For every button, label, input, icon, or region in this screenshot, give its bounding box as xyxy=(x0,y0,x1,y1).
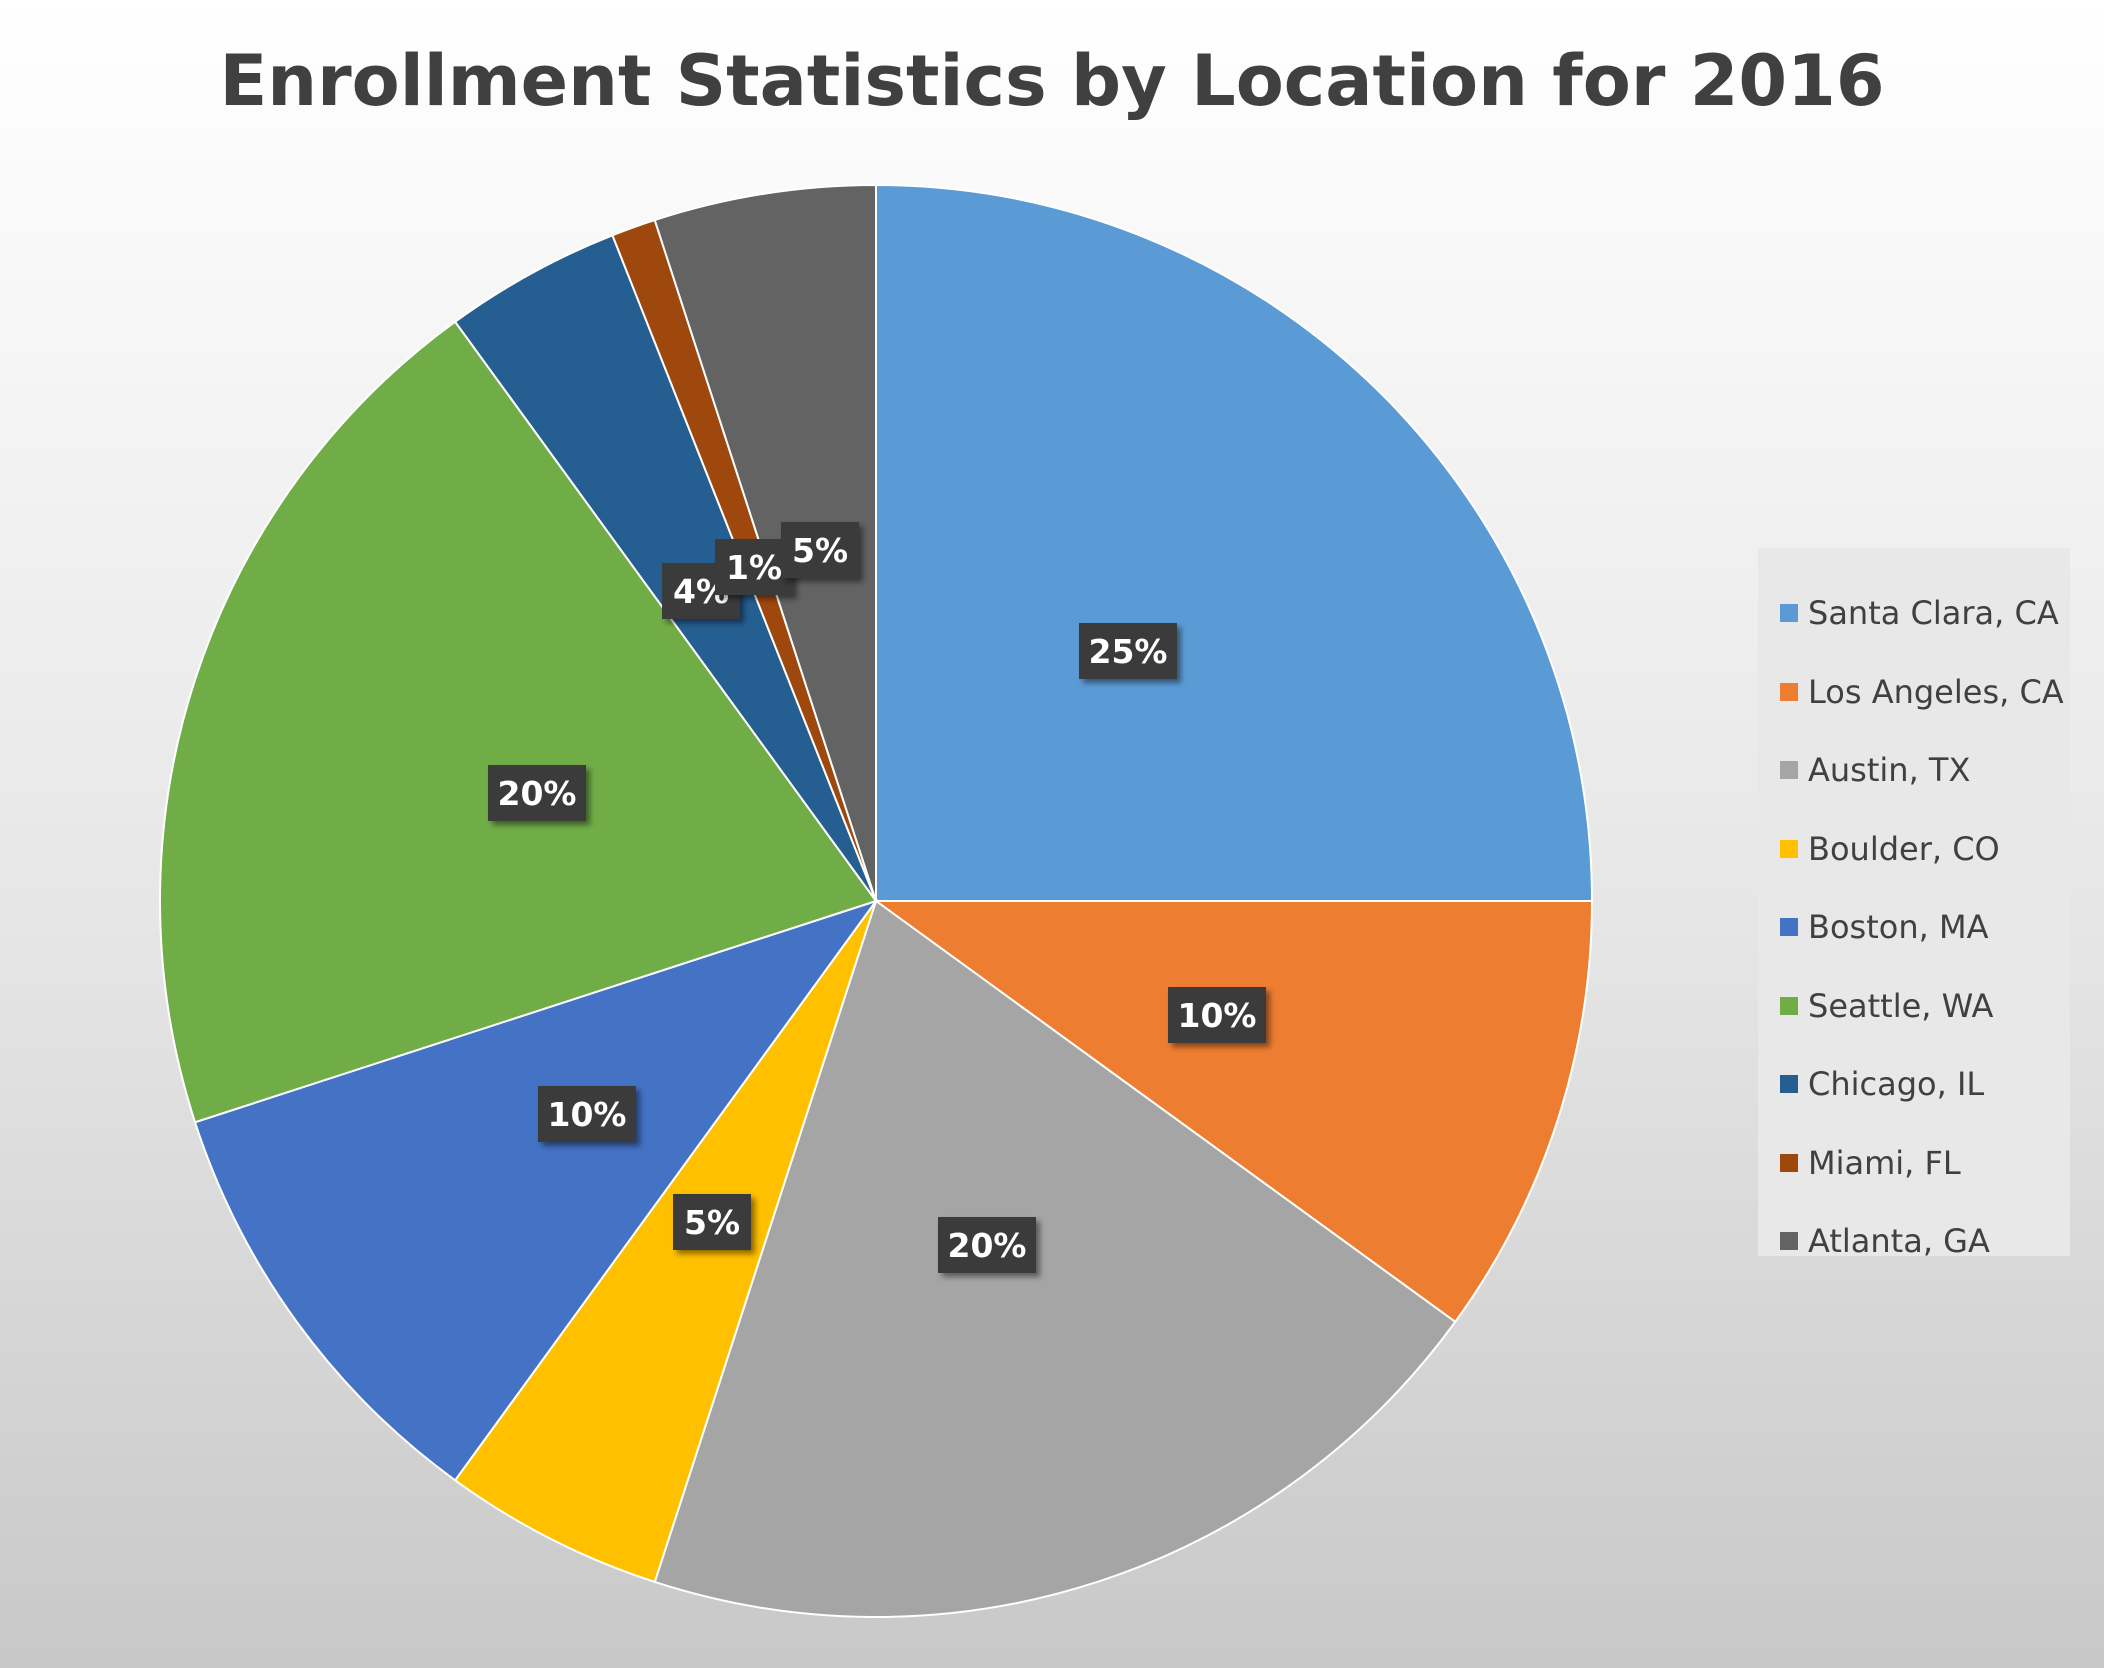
legend-swatch xyxy=(1780,1153,1798,1172)
data-label-text: 20% xyxy=(498,774,577,813)
legend-label: Boston, MA xyxy=(1808,908,1989,947)
pie-slice-boulder-co xyxy=(453,900,877,1584)
legend-swatch xyxy=(1780,682,1798,701)
legend-label: Los Angeles, CA xyxy=(1808,672,2064,711)
legend-item: Austin, TX xyxy=(1758,731,2070,810)
legend-item: Boston, MA xyxy=(1758,888,2070,967)
data-label: 20% xyxy=(938,1217,1036,1273)
data-label-text: 5% xyxy=(684,1203,740,1242)
data-label-text: 20% xyxy=(948,1226,1027,1265)
legend-item: Santa Clara, CA xyxy=(1758,574,2070,653)
legend-item: Miami, FL xyxy=(1758,1124,2070,1203)
legend-swatch xyxy=(1780,1075,1798,1094)
data-label-text: 10% xyxy=(1178,996,1257,1035)
legend-swatch xyxy=(1780,604,1798,623)
legend-swatch xyxy=(1780,996,1798,1015)
legend-item: Los Angeles, CA xyxy=(1758,653,2070,732)
legend-swatch xyxy=(1780,1232,1798,1251)
legend-item: Seattle, WA xyxy=(1758,967,2070,1046)
data-label-text: 5% xyxy=(792,531,848,570)
data-label: 10% xyxy=(1168,987,1266,1043)
data-label: 20% xyxy=(488,765,586,821)
pie-slice-santa-clara-ca xyxy=(875,183,1594,902)
data-label: 25% xyxy=(1079,623,1177,679)
legend-item: Chicago, IL xyxy=(1758,1045,2070,1124)
data-label-box xyxy=(488,765,586,821)
legend-label: Santa Clara, CA xyxy=(1808,594,2059,633)
legend-label: Austin, TX xyxy=(1808,751,1971,790)
data-label-text: 25% xyxy=(1089,632,1168,671)
data-label-box xyxy=(1079,623,1177,679)
pie-slice-boston-ma xyxy=(193,899,879,1482)
pie-slice-seattle-wa xyxy=(159,320,878,1124)
data-label-box xyxy=(673,1194,751,1250)
legend-label: Atlanta, GA xyxy=(1808,1222,1990,1261)
legend-label: Boulder, CO xyxy=(1808,829,2000,868)
legend-swatch xyxy=(1780,918,1798,937)
data-label-text: 10% xyxy=(548,1095,627,1134)
chart-title: Enrollment Statistics by Location for 20… xyxy=(219,40,1885,122)
legend-swatch xyxy=(1780,839,1798,858)
pie-slices xyxy=(159,183,1594,1618)
data-label-box xyxy=(1168,987,1266,1043)
pie-data-labels: 25%10%20%5%10%20%4%1% 5% xyxy=(488,522,1266,1273)
data-label-box xyxy=(781,522,859,578)
legend-swatch xyxy=(1780,761,1798,780)
legend-item: Boulder, CO xyxy=(1758,810,2070,889)
legend-label: Chicago, IL xyxy=(1808,1065,1985,1104)
data-label-box xyxy=(715,539,793,595)
legend-label: Miami, FL xyxy=(1808,1143,1961,1182)
data-label: 1% xyxy=(715,539,793,595)
data-label-box xyxy=(938,1217,1036,1273)
data-label-box xyxy=(538,1086,636,1142)
data-label: 10% xyxy=(538,1086,636,1142)
data-label: 5% xyxy=(781,522,859,578)
pie-slice-austin-tx xyxy=(653,899,1457,1618)
pie-slice-los-angeles-ca xyxy=(872,900,1594,1324)
legend-label: Seattle, WA xyxy=(1808,986,1994,1025)
legend: Santa Clara, CA Los Angeles, CA Austin, TX… xyxy=(1758,548,2070,1260)
data-label-text: 1% xyxy=(726,548,782,587)
data-label: 5% xyxy=(673,1194,751,1250)
legend-item: Atlanta, GA xyxy=(1758,1202,2070,1281)
